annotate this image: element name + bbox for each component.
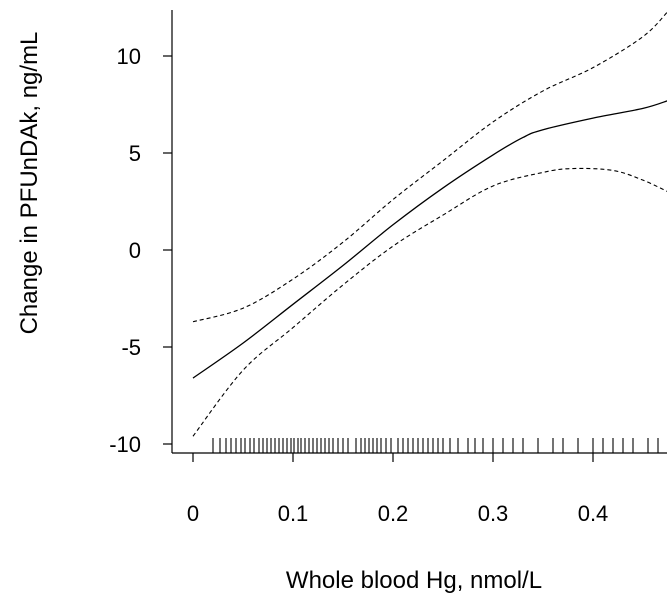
x-axis-title: Whole blood Hg, nmol/L — [286, 567, 542, 594]
y-tick-label: 0 — [129, 238, 141, 263]
x-ticks: 0 0.1 0.2 0.3 0.4 — [187, 453, 608, 526]
y-tick-label: -10 — [109, 432, 141, 457]
series-layer — [192, 11, 667, 437]
upper-ci-line — [192, 11, 667, 323]
y-tick-label: 5 — [129, 141, 141, 166]
lower-ci-line — [192, 167, 667, 437]
y-axis-title: Change in PFUnDAk, ng/mL — [16, 32, 43, 335]
y-tick-label: 10 — [117, 44, 141, 69]
x-tick-label: 0 — [187, 501, 199, 526]
y-ticks: -10 -5 0 5 10 — [109, 44, 172, 457]
x-tick-label: 0.1 — [278, 501, 309, 526]
y-tick-label: -5 — [121, 335, 141, 360]
x-tick-label: 0.2 — [378, 501, 409, 526]
x-tick-label: 0.3 — [478, 501, 509, 526]
estimate-line — [192, 100, 667, 379]
x-tick-label: 0.4 — [578, 501, 609, 526]
rug-layer — [212, 438, 659, 453]
